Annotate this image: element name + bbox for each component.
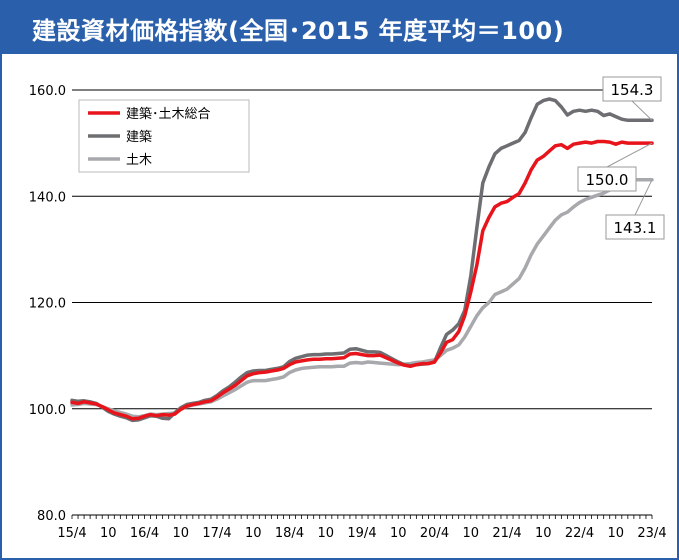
x-tick-label: 16/4 [130, 526, 159, 541]
x-tick-label: 20/4 [420, 526, 449, 541]
legend-label: 建築･土木総合 [126, 107, 211, 122]
title-bar: 建設資材価格指数(全国･2015 年度平均＝100) [2, 2, 677, 54]
callout-leader [634, 179, 653, 216]
series-line [70, 97, 654, 423]
x-tick-label: 10 [317, 526, 334, 541]
callout-box [577, 166, 637, 192]
callout-box [605, 214, 665, 240]
callout-leader [606, 142, 653, 168]
callout-label: 150.0 [586, 171, 629, 189]
y-tick-label: 100.0 [29, 403, 66, 418]
y-tick-label: 80.0 [37, 509, 66, 524]
legend-label: 建築 [126, 130, 152, 145]
x-tick-label: 10 [535, 526, 552, 541]
x-tick-label: 21/4 [492, 526, 521, 541]
series-line [70, 139, 654, 421]
x-tick-label: 10 [390, 526, 407, 541]
callout-box [602, 76, 662, 102]
y-tick-label: 120.0 [29, 297, 66, 312]
chart-title: 建設資材価格指数(全国･2015 年度平均＝100) [32, 17, 565, 45]
x-tick-label: 10 [172, 526, 189, 541]
x-tick-label: 10 [100, 526, 117, 541]
x-tick-label: 18/4 [275, 526, 304, 541]
x-tick-label: 23/4 [637, 526, 666, 541]
callout-leader [631, 100, 653, 121]
y-tick-label: 160.0 [29, 84, 66, 99]
callout-label: 143.1 [614, 219, 657, 237]
x-tick-label: 10 [245, 526, 262, 541]
x-tick-label: 10 [462, 526, 479, 541]
y-tick-label: 140.0 [29, 190, 66, 205]
x-tick-label: 10 [607, 526, 624, 541]
legend-label: 土木 [126, 153, 152, 168]
callout-label: 154.3 [611, 81, 654, 99]
x-tick-label: 22/4 [565, 526, 594, 541]
series-line [70, 178, 654, 419]
x-tick-label: 15/4 [57, 526, 86, 541]
x-tick-label: 19/4 [347, 526, 376, 541]
x-tick-label: 17/4 [202, 526, 231, 541]
